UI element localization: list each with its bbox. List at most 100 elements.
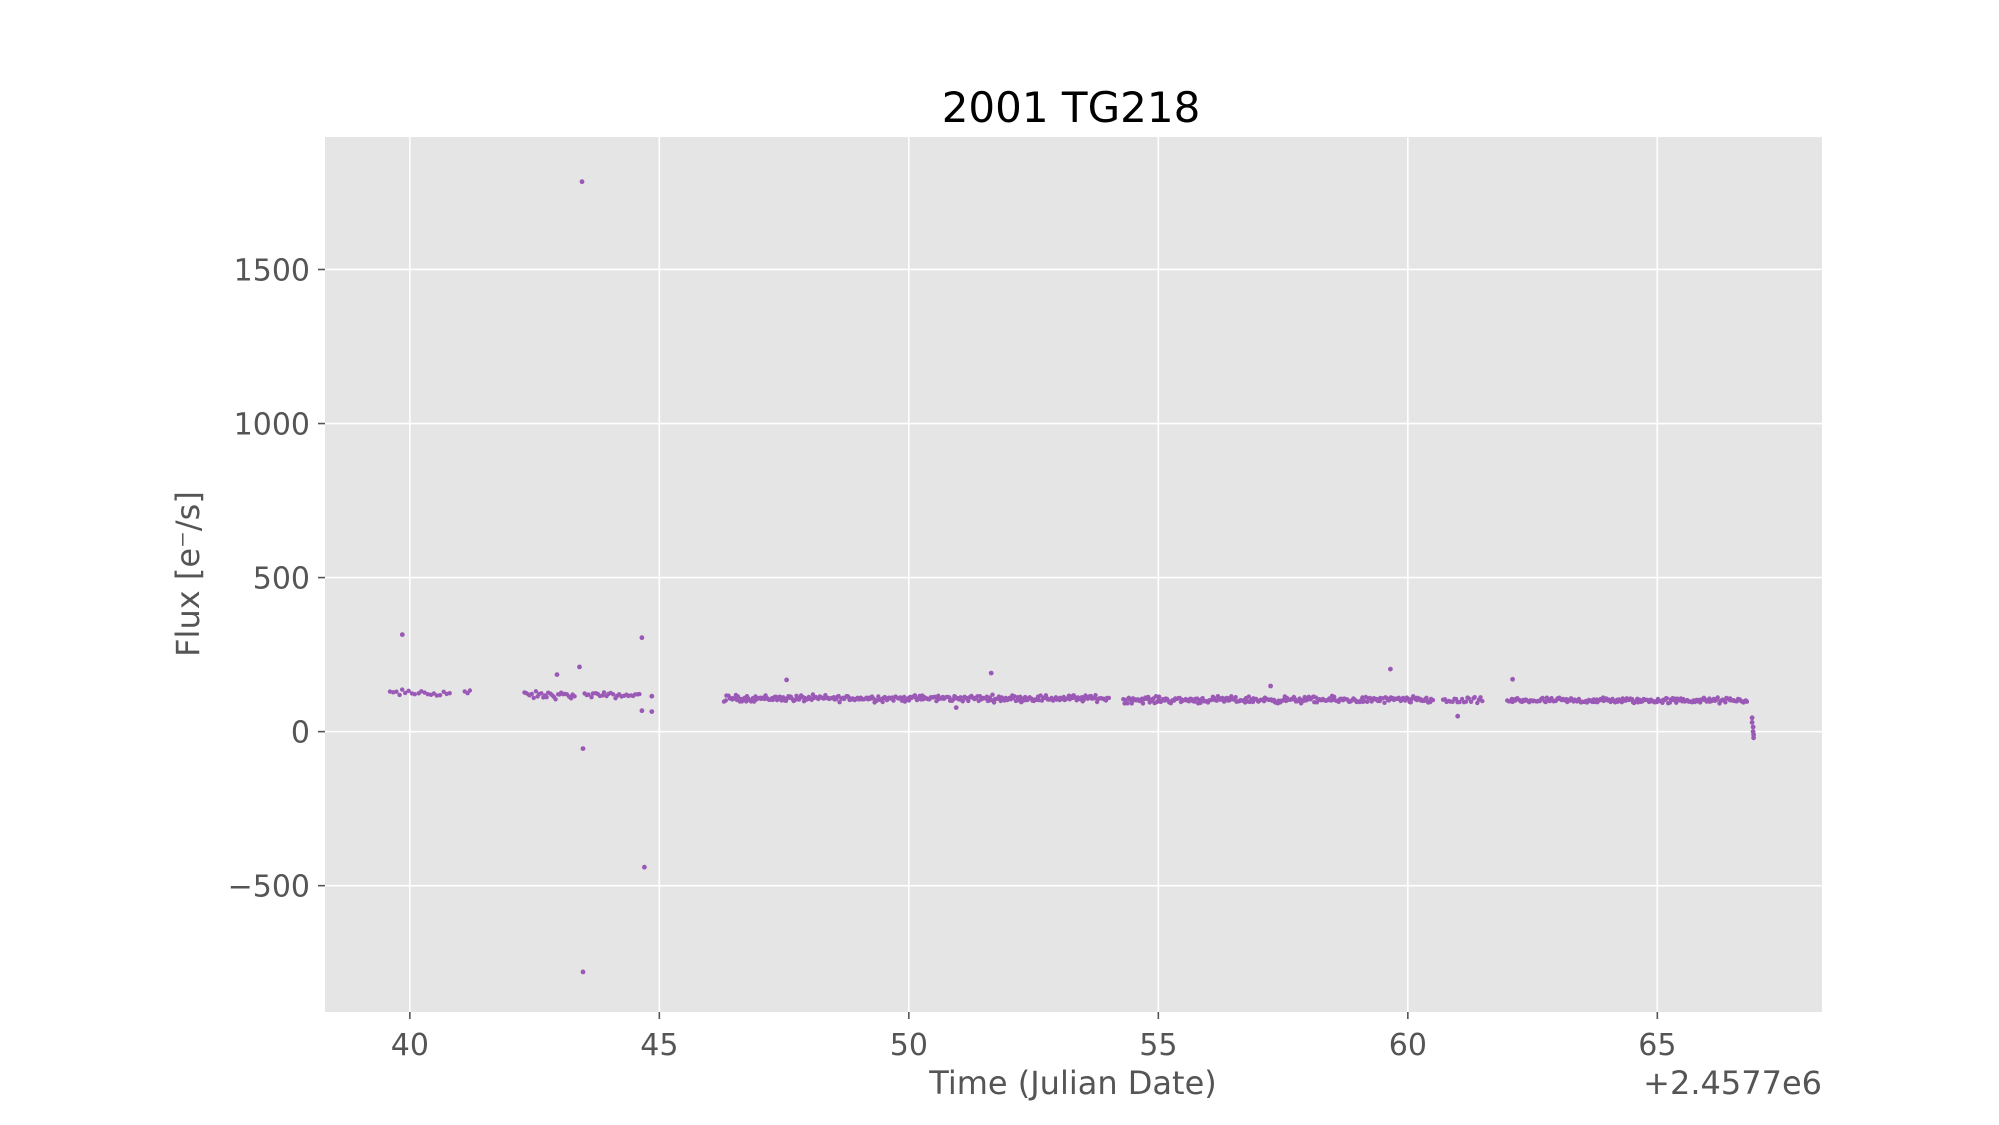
data-point	[1749, 715, 1755, 721]
data-point	[991, 700, 997, 705]
x-offset-text: +2.4577e6	[1643, 1064, 1822, 1102]
data-point	[1751, 735, 1756, 741]
data-point	[932, 694, 938, 699]
data-point	[1472, 695, 1477, 700]
data-point	[577, 664, 582, 670]
data-point	[1715, 695, 1720, 700]
data-point	[403, 690, 408, 696]
data-point	[1365, 699, 1370, 704]
grid-lines	[325, 137, 1822, 1012]
data-point	[553, 697, 558, 702]
data-point	[953, 705, 959, 710]
data-point	[1106, 695, 1112, 701]
data-point	[649, 709, 655, 714]
data-point	[836, 693, 841, 699]
y-tick-label: 1500	[234, 253, 310, 288]
x-tick-label: 40	[391, 1028, 429, 1063]
data-point	[988, 670, 994, 676]
data-point	[539, 691, 544, 696]
x-tick-label: 50	[890, 1028, 928, 1063]
data-point	[990, 692, 995, 697]
data-point	[639, 708, 645, 714]
data-point	[1093, 693, 1098, 698]
data-point	[467, 688, 473, 693]
data-point	[639, 635, 645, 641]
data-point	[649, 693, 655, 699]
data-point	[1233, 695, 1238, 700]
plot-area	[325, 137, 1822, 1012]
data-point	[1459, 696, 1465, 702]
data-points	[387, 179, 1756, 975]
data-point	[437, 693, 443, 698]
data-point	[1156, 694, 1162, 699]
data-point	[397, 692, 402, 698]
data-point	[874, 698, 879, 703]
data-point	[880, 699, 885, 705]
data-point	[394, 689, 399, 694]
data-point	[533, 689, 539, 694]
data-point	[412, 692, 417, 697]
data-point	[1081, 697, 1086, 703]
data-point	[544, 695, 549, 700]
data-point	[1198, 700, 1203, 705]
data-point	[1749, 720, 1755, 725]
y-axis-label: Flux [e⁻/s]	[169, 491, 207, 657]
data-point	[1543, 699, 1548, 705]
data-point	[1540, 695, 1545, 701]
chart-title: 2001 TG218	[942, 83, 1201, 132]
data-point	[1388, 666, 1393, 672]
data-point	[1332, 694, 1337, 699]
data-point	[447, 691, 452, 696]
data-point	[572, 694, 577, 699]
data-point	[1468, 699, 1474, 704]
y-tick-label: 0	[291, 716, 310, 751]
data-point	[810, 692, 816, 697]
data-point	[1140, 701, 1146, 706]
data-point	[637, 691, 642, 697]
data-point	[891, 698, 896, 703]
data-point	[1510, 676, 1515, 682]
data-point	[1146, 694, 1151, 700]
data-point	[1667, 700, 1673, 705]
data-point	[1549, 696, 1554, 701]
y-tick-label: 1000	[234, 408, 310, 443]
data-point	[554, 672, 560, 677]
data-point	[579, 179, 585, 185]
data-point	[580, 746, 586, 751]
data-point	[1408, 700, 1414, 705]
data-point	[966, 698, 971, 704]
x-tick-label: 65	[1638, 1028, 1676, 1063]
data-point	[947, 695, 952, 700]
data-point	[1360, 695, 1365, 700]
data-point	[601, 690, 607, 695]
data-point	[1424, 695, 1429, 700]
data-point	[1723, 700, 1728, 705]
data-point	[1466, 696, 1472, 701]
y-tick-label: −500	[228, 870, 310, 905]
data-point	[1664, 696, 1670, 701]
data-point	[586, 692, 591, 697]
data-point	[1268, 683, 1273, 689]
x-tick-label: 55	[1139, 1028, 1177, 1063]
data-point	[611, 692, 616, 697]
x-tick-label: 60	[1389, 1028, 1427, 1063]
data-point	[837, 700, 842, 705]
data-point	[1125, 701, 1130, 706]
data-point	[434, 693, 440, 698]
y-tick-label: 500	[253, 562, 310, 597]
data-point	[1246, 694, 1252, 699]
data-point	[723, 698, 728, 703]
data-point	[735, 694, 741, 699]
data-point	[531, 695, 536, 701]
data-point	[589, 695, 594, 700]
data-point	[1455, 713, 1461, 719]
data-point	[529, 691, 534, 697]
data-point	[406, 688, 411, 693]
data-point	[1480, 698, 1485, 704]
data-point	[580, 969, 586, 975]
data-point	[400, 687, 405, 692]
x-tick-label: 45	[640, 1028, 678, 1063]
data-point	[960, 699, 965, 704]
x-axis-label: Time (Julian Date)	[928, 1064, 1217, 1102]
